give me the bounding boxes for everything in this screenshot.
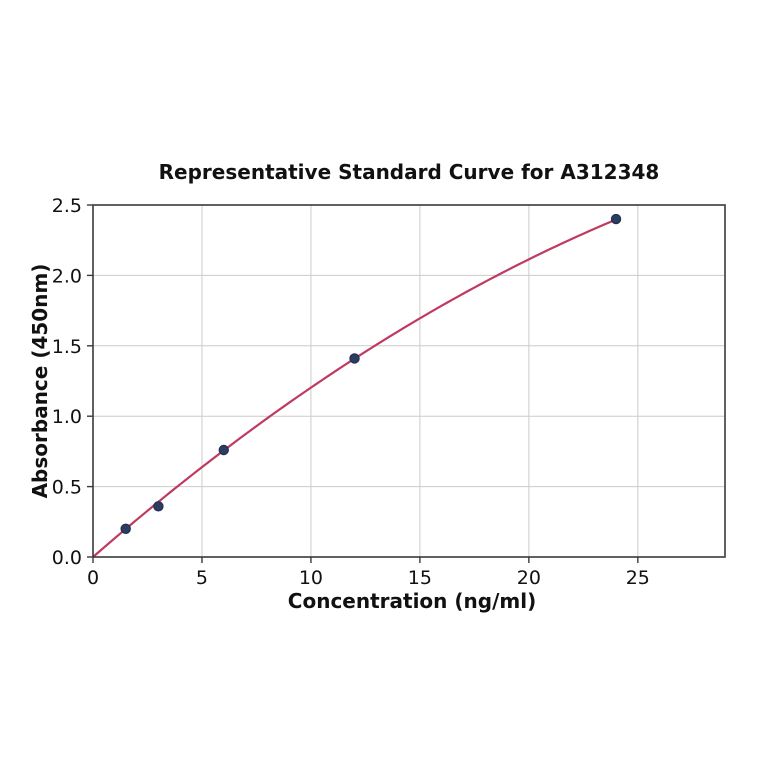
data-point: [153, 501, 164, 512]
y-tick-label: 2.0: [52, 265, 82, 287]
y-tick-label: 2.5: [52, 195, 82, 217]
data-point: [610, 213, 622, 225]
chart-title: Representative Standard Curve for A31234…: [158, 160, 660, 184]
x-tick-label: 5: [196, 567, 208, 589]
y-tick-label: 1.0: [52, 406, 82, 428]
x-tick-label: 0: [87, 567, 99, 589]
fit-curve: [91, 218, 618, 559]
x-tick-label: 20: [517, 567, 541, 589]
y-tick-label: 1.5: [52, 336, 82, 358]
data-point: [120, 523, 131, 535]
plot-frame: [92, 204, 726, 558]
x-axis-label: Concentration (ng/ml): [287, 589, 537, 613]
y-tick-label: 0.5: [52, 477, 82, 499]
y-axis-label: Absorbance (450nm): [28, 263, 52, 499]
data-point: [218, 444, 229, 456]
data-point: [349, 353, 360, 364]
x-tick-label: 25: [626, 567, 650, 589]
y-tick-label: 0.0: [52, 547, 82, 569]
x-tick-label: 10: [299, 567, 323, 589]
x-tick-label: 15: [408, 567, 432, 589]
